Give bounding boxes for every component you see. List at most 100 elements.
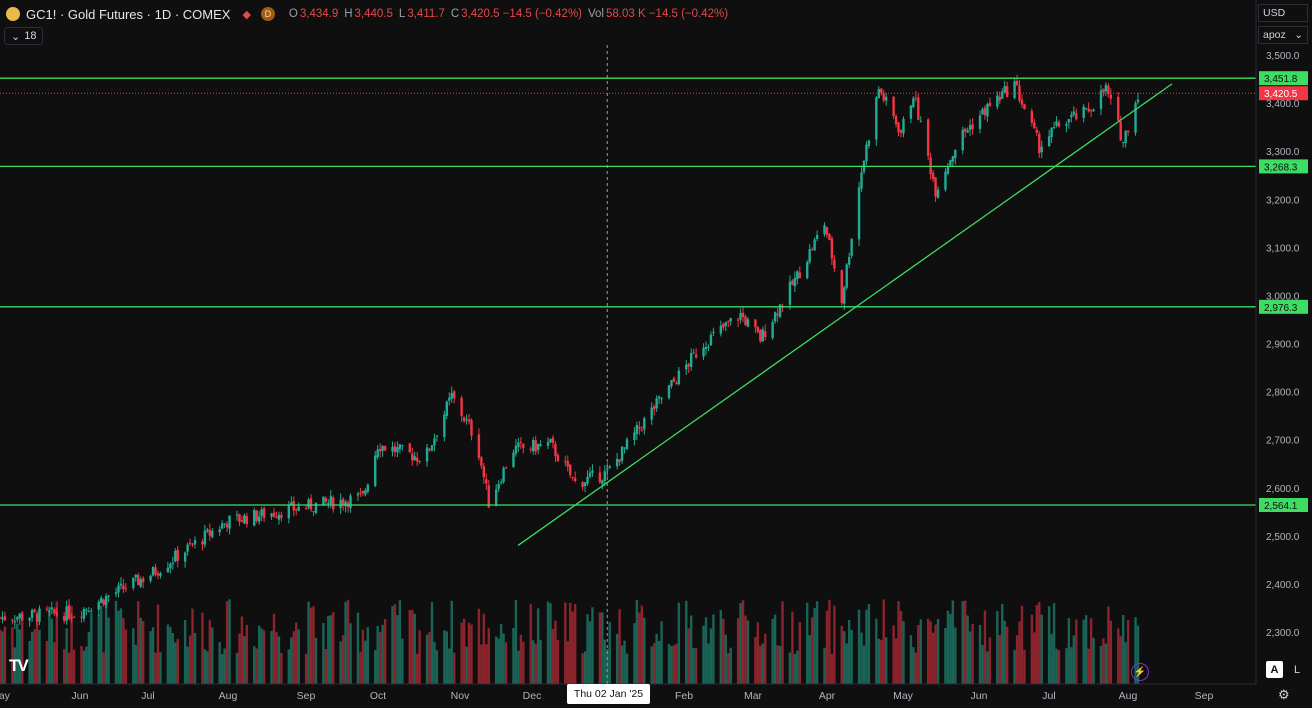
trendline[interactable] — [517, 83, 1173, 546]
volume-bar — [934, 624, 937, 684]
volume-bar — [376, 625, 379, 684]
candle-body — [433, 438, 436, 446]
volume-bar — [287, 649, 291, 684]
candle-body — [517, 442, 520, 448]
volume-bar — [477, 608, 481, 684]
candle-body — [186, 544, 189, 552]
symbol-title[interactable]: GC1! · Gold Futures · 1D · COMEX — [26, 6, 231, 22]
volume-bar — [425, 634, 429, 684]
volume-bar — [171, 632, 174, 684]
volume-bar — [988, 637, 992, 684]
volume-bar — [1119, 636, 1122, 684]
scale-mode-select[interactable]: apoz ⌄ — [1258, 26, 1308, 44]
y-tick-label: 2,900.0 — [1266, 340, 1300, 351]
volume-bar — [309, 607, 313, 684]
candle-body — [253, 509, 256, 526]
flag-icon[interactable]: ◆ — [242, 8, 251, 21]
volume-bar — [21, 611, 24, 684]
volume-bar — [739, 603, 742, 684]
level-price-tag — [1259, 71, 1308, 86]
tradingview-logo[interactable]: TV — [9, 656, 29, 675]
candle-body — [45, 608, 49, 610]
volume-bar — [97, 614, 100, 684]
volume-bar — [694, 648, 698, 684]
candle-body — [1107, 85, 1110, 95]
candle-body — [931, 172, 935, 180]
volume-bar — [946, 610, 950, 684]
volume-bar — [633, 623, 636, 684]
volume-bar — [771, 618, 774, 684]
volume-bar — [245, 624, 249, 684]
candle-body — [159, 573, 162, 576]
volume-bar — [191, 608, 194, 684]
candle-body — [689, 353, 693, 368]
volume-bar — [1102, 638, 1105, 684]
volume-bar — [865, 609, 868, 684]
volume-bar — [445, 631, 449, 684]
volume-bar — [159, 652, 162, 684]
candle-body — [272, 512, 276, 517]
candle-body — [1018, 85, 1021, 101]
candle-body — [16, 617, 19, 620]
candle-body — [290, 502, 293, 505]
volume-bar — [408, 610, 411, 684]
candle-body — [430, 445, 434, 451]
auto-scale-button[interactable]: A — [1266, 661, 1283, 678]
candle-body — [280, 514, 283, 518]
candle-body — [885, 96, 888, 101]
candle-body — [470, 420, 473, 436]
volume-bar — [564, 602, 567, 684]
x-tick-label: May — [0, 690, 11, 702]
volume-bar — [307, 601, 310, 684]
volume-bar — [378, 631, 382, 684]
volume-bar — [482, 613, 486, 684]
volume-bar — [349, 623, 352, 684]
volume-bar — [102, 652, 105, 684]
candle-body — [324, 498, 328, 502]
candle-body — [35, 613, 39, 622]
candle-body — [727, 321, 730, 323]
volume-bar — [670, 646, 673, 684]
scale-mode-label: apoz — [1263, 29, 1286, 41]
candle-body — [201, 541, 204, 545]
volume-bar — [591, 607, 594, 684]
candle-body — [534, 440, 537, 452]
level-price-label: 2,564.1 — [1264, 501, 1298, 512]
volume-bar — [35, 618, 39, 684]
candle-body — [655, 398, 658, 409]
volume-bar — [1104, 643, 1108, 684]
candle-body — [729, 318, 732, 322]
volume-bar — [418, 630, 421, 684]
volume-bar — [132, 628, 135, 684]
candle-body — [376, 449, 379, 458]
candle-body — [1035, 129, 1038, 133]
log-scale-button[interactable]: L — [1293, 663, 1301, 676]
lightning-icon[interactable]: ⚡ — [1131, 663, 1149, 681]
volume-bar — [810, 617, 814, 684]
volume-bar — [314, 637, 318, 684]
gear-icon[interactable]: ⚙ — [1278, 687, 1290, 702]
volume-bar — [339, 641, 342, 684]
candle-body — [1092, 109, 1095, 112]
volume-bar — [151, 627, 155, 684]
candle-body — [719, 325, 723, 334]
currency-button[interactable]: USD — [1258, 4, 1308, 22]
volume-bar — [3, 626, 7, 684]
candle-body — [381, 445, 384, 451]
candle-body — [643, 418, 646, 430]
volume-bar — [134, 644, 137, 684]
y-tick-label: 3,300.0 — [1266, 147, 1300, 158]
volume-bar — [169, 626, 172, 684]
volume-bars — [0, 599, 1140, 684]
candle-body — [304, 508, 308, 510]
candle-body — [450, 393, 453, 399]
volume-bar — [1109, 620, 1113, 684]
crosshair-date-label: Thu 02 Jan '25 — [567, 684, 650, 704]
candle-body — [675, 382, 678, 385]
volume-bar — [467, 622, 471, 684]
candle-body — [443, 414, 446, 438]
indicators-toggle-button[interactable]: ⌄ 18 — [4, 27, 44, 45]
volume-bar — [82, 650, 86, 684]
candle-body — [401, 445, 404, 447]
